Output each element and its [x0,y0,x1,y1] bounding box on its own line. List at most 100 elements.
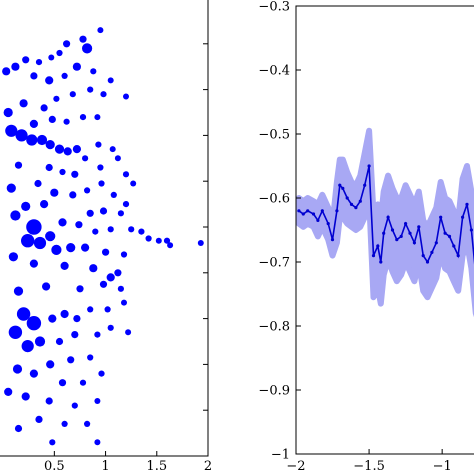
scatter-point [29,259,38,268]
series-marker [417,225,421,229]
scatter-point [58,379,67,387]
scatter-point [48,54,55,61]
scatter-point [46,360,55,369]
scatter-point [120,251,128,258]
scatter-point [54,144,65,154]
series-marker [341,186,345,190]
scatter-point [94,114,101,121]
scatter-point [71,331,79,339]
series-marker [386,215,390,219]
scatter-point [86,209,94,217]
series-marker [306,209,310,213]
scatter-point [45,76,54,85]
scatter-point [50,188,59,197]
scatter-point [102,248,110,256]
scatter-point [40,200,49,209]
scatter-point [35,59,43,66]
scatter-point [84,420,91,427]
series-marker [301,212,305,216]
scatter-point [163,237,171,244]
series-marker [434,241,438,245]
series-marker [443,231,447,235]
scatter-point [167,242,174,249]
scatter-point [42,282,51,291]
scatter-point [79,35,87,43]
scatter-point [73,315,81,323]
scatter-point [79,379,87,386]
scatter-point [26,316,42,331]
scatter-x-tick-label: 2 [204,459,212,474]
scatter-point [5,124,18,137]
scatter-point [30,72,38,80]
scatter-point [100,91,107,98]
scatter-point [69,91,76,98]
scatter-point [61,72,68,79]
scatter-point [87,306,94,313]
scatter-point [45,231,56,242]
series-marker [456,254,460,258]
scatter-point [45,140,55,150]
series-marker [425,260,430,264]
series-marker [354,206,358,210]
scatter-point [14,424,23,433]
scatter-point [36,134,48,146]
series-marker [345,196,349,200]
series-marker [412,241,416,245]
scatter-point [145,235,152,242]
scatter-point [6,183,16,193]
scatter-point [26,219,42,235]
series-marker [371,254,376,258]
scatter-point [109,146,116,153]
line-y-tick-labels: −0.3 −0.4 −0.5 −0.6 −0.7 −0.8 −0.9 −1 [258,0,290,463]
scatter-point [72,145,81,154]
series-line [298,165,474,265]
scatter-point [63,118,70,125]
series-marker [461,215,465,219]
series-marker [326,222,330,226]
scatter-point [98,180,105,187]
scatter-point [75,221,83,229]
line-x-tick-label: −1.5 [353,459,385,474]
scatter-point [21,234,35,248]
series-marker [320,209,324,213]
scatter-point [79,114,87,121]
scatter-point [48,314,57,323]
line-y-tick-label: −0.5 [258,128,290,143]
series-marker [335,209,339,213]
scatter-point [14,161,23,169]
scatter-point [138,228,145,235]
scatter-point [94,398,101,404]
scatter-points [2,27,204,446]
series-marker [382,231,386,235]
series-marker [408,231,412,235]
series-marker [404,222,408,226]
line-ticks [295,5,443,455]
scatter-point [22,56,30,64]
scatter-point [63,147,72,156]
line-y-tick-label: −0.6 [258,192,290,207]
series-markers [297,164,473,264]
series-marker [469,228,473,232]
series-marker [399,234,403,238]
scatter-point [4,387,13,396]
scatter-point [71,170,79,178]
series-marker [379,260,383,264]
series-marker [367,164,371,168]
scatter-point [60,261,69,270]
line-y-tick-label: −0.8 [258,320,290,335]
scatter-point [8,325,23,339]
scatter-point [69,191,77,199]
scatter-point [99,280,108,288]
scatter-point [13,286,24,296]
scatter-point [130,180,137,187]
scatter-point [76,285,84,293]
scatter-point [87,86,94,93]
scatter-point [8,252,18,262]
series-marker [421,254,425,258]
series-marker [376,244,380,248]
scatter-point [21,340,34,353]
line-y-tick-label: −1 [271,448,290,463]
scatter-point [40,104,48,112]
scatter-point [15,129,28,142]
